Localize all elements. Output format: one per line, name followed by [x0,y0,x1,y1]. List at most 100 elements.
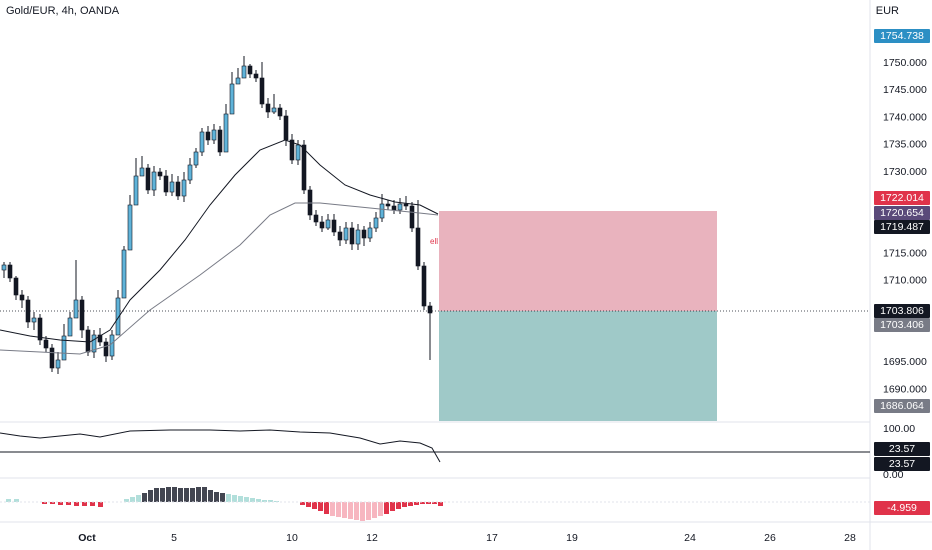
candle-body [13,277,19,296]
price-tick-label: 1750.000 [883,57,927,69]
entry-price-label: 1703.406 [874,318,930,332]
candle-body [337,231,343,241]
candle-body [229,83,235,115]
candle-body [31,317,37,323]
histogram-bar [98,502,103,507]
time-axis-label: 24 [684,532,696,544]
candle-body [277,107,283,117]
currency-label: EUR [875,5,899,17]
price-tick-label: 1710.000 [883,275,927,287]
candle-body [127,204,133,251]
candle-body [169,181,175,193]
ema-price-label: 1719.487 [874,220,930,234]
high-price-label: 1754.738 [874,29,930,43]
candle-body [217,129,223,153]
histogram-bar [172,487,177,502]
histogram-bar [160,488,165,502]
price-tick-label: 1740.000 [883,111,927,123]
histogram-bar [154,488,159,502]
histogram-bar [90,502,95,506]
candle-body [343,227,349,241]
oscillator-tick-label: 100.00 [883,423,915,435]
oscillator-line [0,429,441,463]
price-tick-label: 1695.000 [883,356,927,368]
time-axis-label: 19 [566,532,578,544]
candle-body [187,164,193,181]
time-axis-label: Oct [78,532,96,544]
candle-body [301,144,307,191]
candle-body [349,227,355,245]
histogram-bar [148,490,153,502]
symbol-title[interactable]: Gold/EUR, 4h, OANDA [6,5,120,17]
candle-body [133,175,139,206]
histogram-bar [220,493,225,502]
histogram-bar [208,490,213,502]
candle-body [79,299,85,331]
candle-body [139,167,145,177]
candle-body [427,305,433,314]
candle-body [121,249,127,299]
candle-body [199,131,205,153]
histogram-bar [420,502,425,504]
histogram-bar [82,502,87,506]
candle-body [409,205,415,229]
price-tick-label: 1715.000 [883,247,927,259]
histogram-bar [396,502,401,509]
histogram-bar [256,499,261,502]
histogram-bar [366,502,371,520]
histogram-bar [372,502,377,518]
candle-body [373,217,379,229]
candle-body [37,317,43,341]
candle-body [91,334,97,353]
sma-line [0,202,439,355]
candle-body [25,299,31,323]
histogram-value-label: -4.959 [874,501,930,515]
histogram-bar [250,498,255,502]
histogram-bar [58,502,63,505]
candle-body [397,203,403,211]
histogram-bar [232,495,237,502]
histogram-bar [262,500,267,502]
candle-body [7,264,13,279]
time-axis-label: 5 [171,532,177,544]
histogram-bar [244,497,249,502]
oscillator-value-b: 23.57 [874,457,930,471]
candle-body [181,179,187,197]
candle-body [415,227,421,267]
candle-body [1,264,7,271]
candle-body [361,229,367,239]
candle-body [211,129,217,141]
histogram-bar [196,487,201,502]
histogram-bar [390,502,395,511]
histogram-bar [348,502,353,519]
candle-body [385,203,391,207]
price-tick-label: 1745.000 [883,84,927,96]
histogram-bar [142,493,147,502]
candle-body [253,73,259,79]
candle-body [97,334,103,343]
histogram-bar [184,488,189,502]
histogram-bar [190,488,195,502]
candle-body [55,359,61,369]
histogram-bar [354,502,359,520]
histogram-bar [312,502,317,509]
candle-body [61,335,67,361]
histogram-bar [414,502,419,505]
take-profit-zone [439,311,717,421]
candle-body [241,65,247,79]
histogram-bar [6,499,11,502]
stop-price-label: 1722.014 [874,191,930,205]
histogram-bar [66,502,71,505]
histogram-bar [330,502,335,516]
time-axis-label: 26 [764,532,776,544]
histogram-bar [136,495,141,502]
time-axis-label: 10 [286,532,298,544]
candle-body [295,144,301,161]
last-price-label: 1703.806 [874,304,930,318]
candle-body [331,219,337,233]
oscillator-tick-label: 0.00 [883,469,904,481]
histogram-bar [336,502,341,517]
histogram-bar [342,502,347,518]
price-tick-label: 1730.000 [883,166,927,178]
